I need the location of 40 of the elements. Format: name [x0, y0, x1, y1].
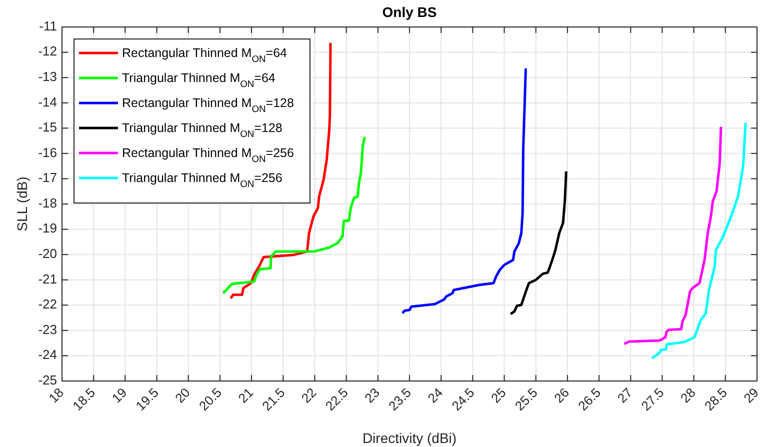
y-tick-label: -22 — [38, 296, 57, 312]
x-tick-label: 21 — [235, 384, 256, 406]
legend-label: Rectangular Thinned M$_{ON}$=128 — [122, 96, 294, 114]
y-tick-label: -11 — [39, 18, 57, 34]
line-series — [650, 122, 747, 360]
x-tick-label: 20 — [172, 384, 193, 406]
y-tick-label: -19 — [38, 220, 57, 236]
chart-title: Only BS — [382, 4, 437, 20]
y-tick-label: -18 — [38, 195, 57, 210]
y-tick-label: -20 — [38, 246, 57, 262]
x-tick-label: 23 — [362, 384, 382, 406]
x-tick-label: 27 — [614, 384, 636, 406]
x-tick-label: 28 — [678, 384, 698, 406]
legend-label: Rectangular Thinned M$_{ON}$=64 — [122, 46, 288, 64]
line-series — [623, 126, 722, 346]
x-tick-label: 25 — [488, 384, 509, 406]
x-tick-label: 22 — [298, 384, 320, 406]
y-tick-label: -17 — [38, 170, 57, 186]
y-tick-label: -16 — [38, 144, 57, 160]
x-tick-label: 26 — [551, 384, 572, 406]
y-tick-label: -13 — [38, 69, 57, 84]
y-tick-label: -12 — [38, 44, 57, 59]
legend-label: Rectangular Thinned M$_{ON}$=256 — [122, 146, 294, 164]
line-series — [509, 170, 568, 316]
y-tick-label: -14 — [38, 94, 57, 110]
legend-label: Triangular Thinned M$_{ON}$=128 — [122, 121, 282, 139]
y-axis-title: SLL (dB) — [14, 176, 30, 232]
x-tick-label: 19 — [108, 384, 130, 406]
line-series — [401, 67, 528, 314]
y-tick-label: -21 — [38, 271, 57, 286]
y-tick-label: -25 — [38, 372, 57, 388]
x-tick-label: 18 — [46, 384, 67, 406]
x-axis-title: Directivity (dBi) — [362, 430, 457, 446]
legend-label: Triangular Thinned M$_{ON}$=64 — [122, 71, 276, 89]
legend-label: Triangular Thinned M$_{ON}$=256 — [122, 171, 282, 189]
y-tick-label: -24 — [38, 347, 57, 362]
y-tick-label: -15 — [38, 120, 57, 135]
x-tick-label: 29 — [740, 384, 762, 406]
x-tick-label: 24 — [424, 384, 446, 406]
y-tick-label: -23 — [38, 322, 57, 337]
